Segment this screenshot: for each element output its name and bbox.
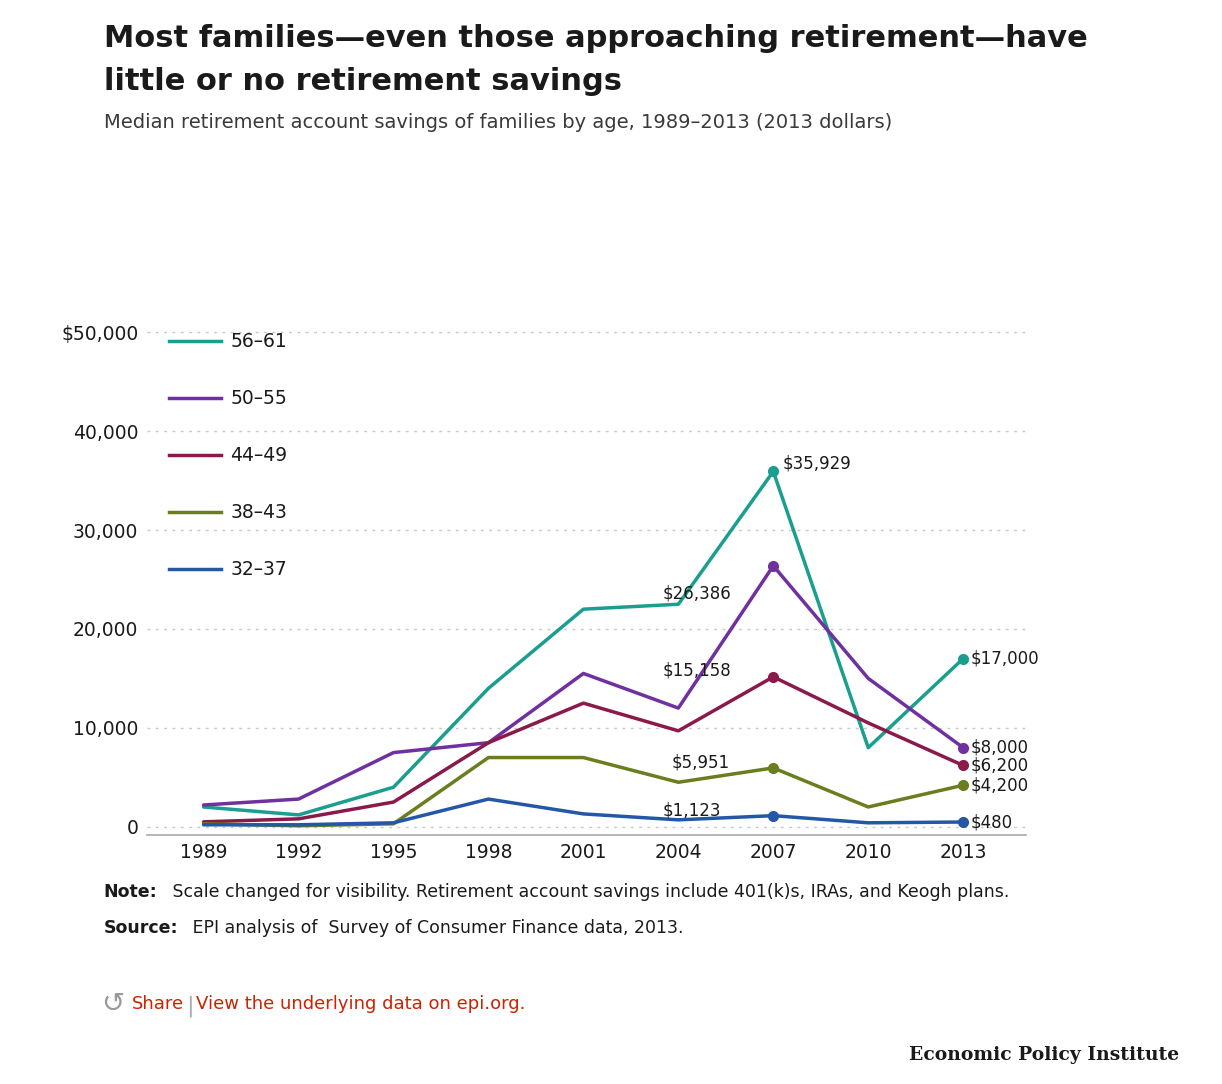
Text: 32–37: 32–37 <box>230 559 287 579</box>
Text: $8,000: $8,000 <box>971 738 1029 757</box>
Text: $5,951: $5,951 <box>672 754 730 772</box>
Text: Scale changed for visibility. Retirement account savings include 401(k)s, IRAs, : Scale changed for visibility. Retirement… <box>167 883 1009 902</box>
Text: $35,929: $35,929 <box>783 454 852 473</box>
Text: 56–61: 56–61 <box>230 332 287 351</box>
Text: Most families—even those approaching retirement—have: Most families—even those approaching ret… <box>104 24 1088 53</box>
Text: little or no retirement savings: little or no retirement savings <box>104 67 622 96</box>
Text: $26,386: $26,386 <box>662 584 731 603</box>
Text: $17,000: $17,000 <box>971 649 1040 668</box>
Text: Source:: Source: <box>104 919 178 938</box>
Text: Median retirement account savings of families by age, 1989–2013 (2013 dollars): Median retirement account savings of fam… <box>104 113 892 132</box>
Text: $1,123: $1,123 <box>662 802 721 820</box>
Text: 50–55: 50–55 <box>230 389 287 408</box>
Text: $4,200: $4,200 <box>971 776 1029 795</box>
Text: 38–43: 38–43 <box>230 503 287 521</box>
Text: EPI analysis of  Survey of Consumer Finance data, 2013.: EPI analysis of Survey of Consumer Finan… <box>187 919 683 938</box>
Text: $6,200: $6,200 <box>971 757 1029 774</box>
Text: Note:: Note: <box>104 883 158 902</box>
Text: View the underlying data on epi.org.: View the underlying data on epi.org. <box>196 995 525 1014</box>
Text: $480: $480 <box>971 813 1013 831</box>
Text: $15,158: $15,158 <box>662 662 731 680</box>
Text: |: | <box>186 995 193 1017</box>
Text: Economic Policy Institute: Economic Policy Institute <box>909 1046 1179 1064</box>
Text: 44–49: 44–49 <box>230 446 287 465</box>
Text: Share: Share <box>132 995 185 1014</box>
Text: ↺: ↺ <box>101 990 125 1018</box>
